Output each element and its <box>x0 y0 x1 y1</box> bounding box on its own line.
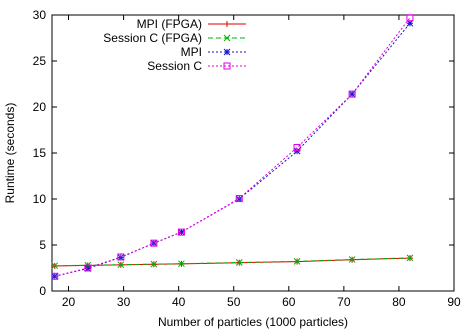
y-tick-label: 10 <box>33 192 47 206</box>
legend-item: MPI (FPGA) <box>137 17 246 31</box>
data-point <box>51 272 59 280</box>
data-point <box>293 258 301 265</box>
data-point <box>348 90 356 98</box>
data-point <box>117 253 125 261</box>
x-axis-label: Number of particles (1000 particles) <box>158 315 348 329</box>
x-tick-label: 80 <box>392 295 406 309</box>
plot-area: 0 5 10 15 20 25 30 20 30 40 50 60 70 80 90 <box>33 8 461 309</box>
data-point <box>51 272 59 280</box>
y-tick-label: 0 <box>39 284 46 298</box>
legend-marker <box>223 62 231 70</box>
x-tick-label: 50 <box>227 295 241 309</box>
y-tick-label: 5 <box>39 238 46 252</box>
data-point <box>177 228 185 236</box>
data-point <box>84 264 92 272</box>
legend-label: MPI (FPGA) <box>137 17 202 31</box>
legend-marker <box>223 48 231 56</box>
data-point <box>51 262 59 270</box>
y-tick-label: 20 <box>33 100 47 114</box>
y-tick-label: 30 <box>33 8 47 22</box>
legend-label: MPI <box>181 45 202 59</box>
data-point <box>235 259 243 266</box>
series-line <box>54 17 411 277</box>
legend-label: Session C <box>147 59 202 73</box>
legend-marker <box>224 21 230 27</box>
data-point <box>150 260 158 268</box>
data-point <box>293 147 301 155</box>
x-tick-label: 40 <box>172 295 186 309</box>
legend-label: Session C (FPGA) <box>103 31 202 45</box>
x-tick-label: 30 <box>117 295 131 309</box>
legend-item: Session C (FPGA) <box>103 31 246 45</box>
data-point <box>178 260 185 268</box>
data-point <box>406 14 414 22</box>
data-point <box>406 254 414 262</box>
data-point <box>406 19 414 27</box>
x-tick-label: 20 <box>62 295 76 309</box>
data-point <box>235 195 243 203</box>
y-tick-label: 25 <box>33 54 47 68</box>
data-point <box>178 228 185 236</box>
x-tick-label: 70 <box>337 295 351 309</box>
legend-marker <box>223 34 231 42</box>
data-point <box>348 256 356 263</box>
legend-item: Session C <box>147 59 246 73</box>
y-axis-label: Runtime (seconds) <box>3 103 17 204</box>
x-tick-label: 60 <box>282 295 296 309</box>
data-point <box>293 143 301 151</box>
legend-item: MPI <box>181 45 246 59</box>
data-point <box>150 239 158 247</box>
x-tick-label: 90 <box>447 295 461 309</box>
y-tick-label: 15 <box>33 146 47 160</box>
series-3 <box>51 14 414 280</box>
data-point <box>117 261 125 269</box>
